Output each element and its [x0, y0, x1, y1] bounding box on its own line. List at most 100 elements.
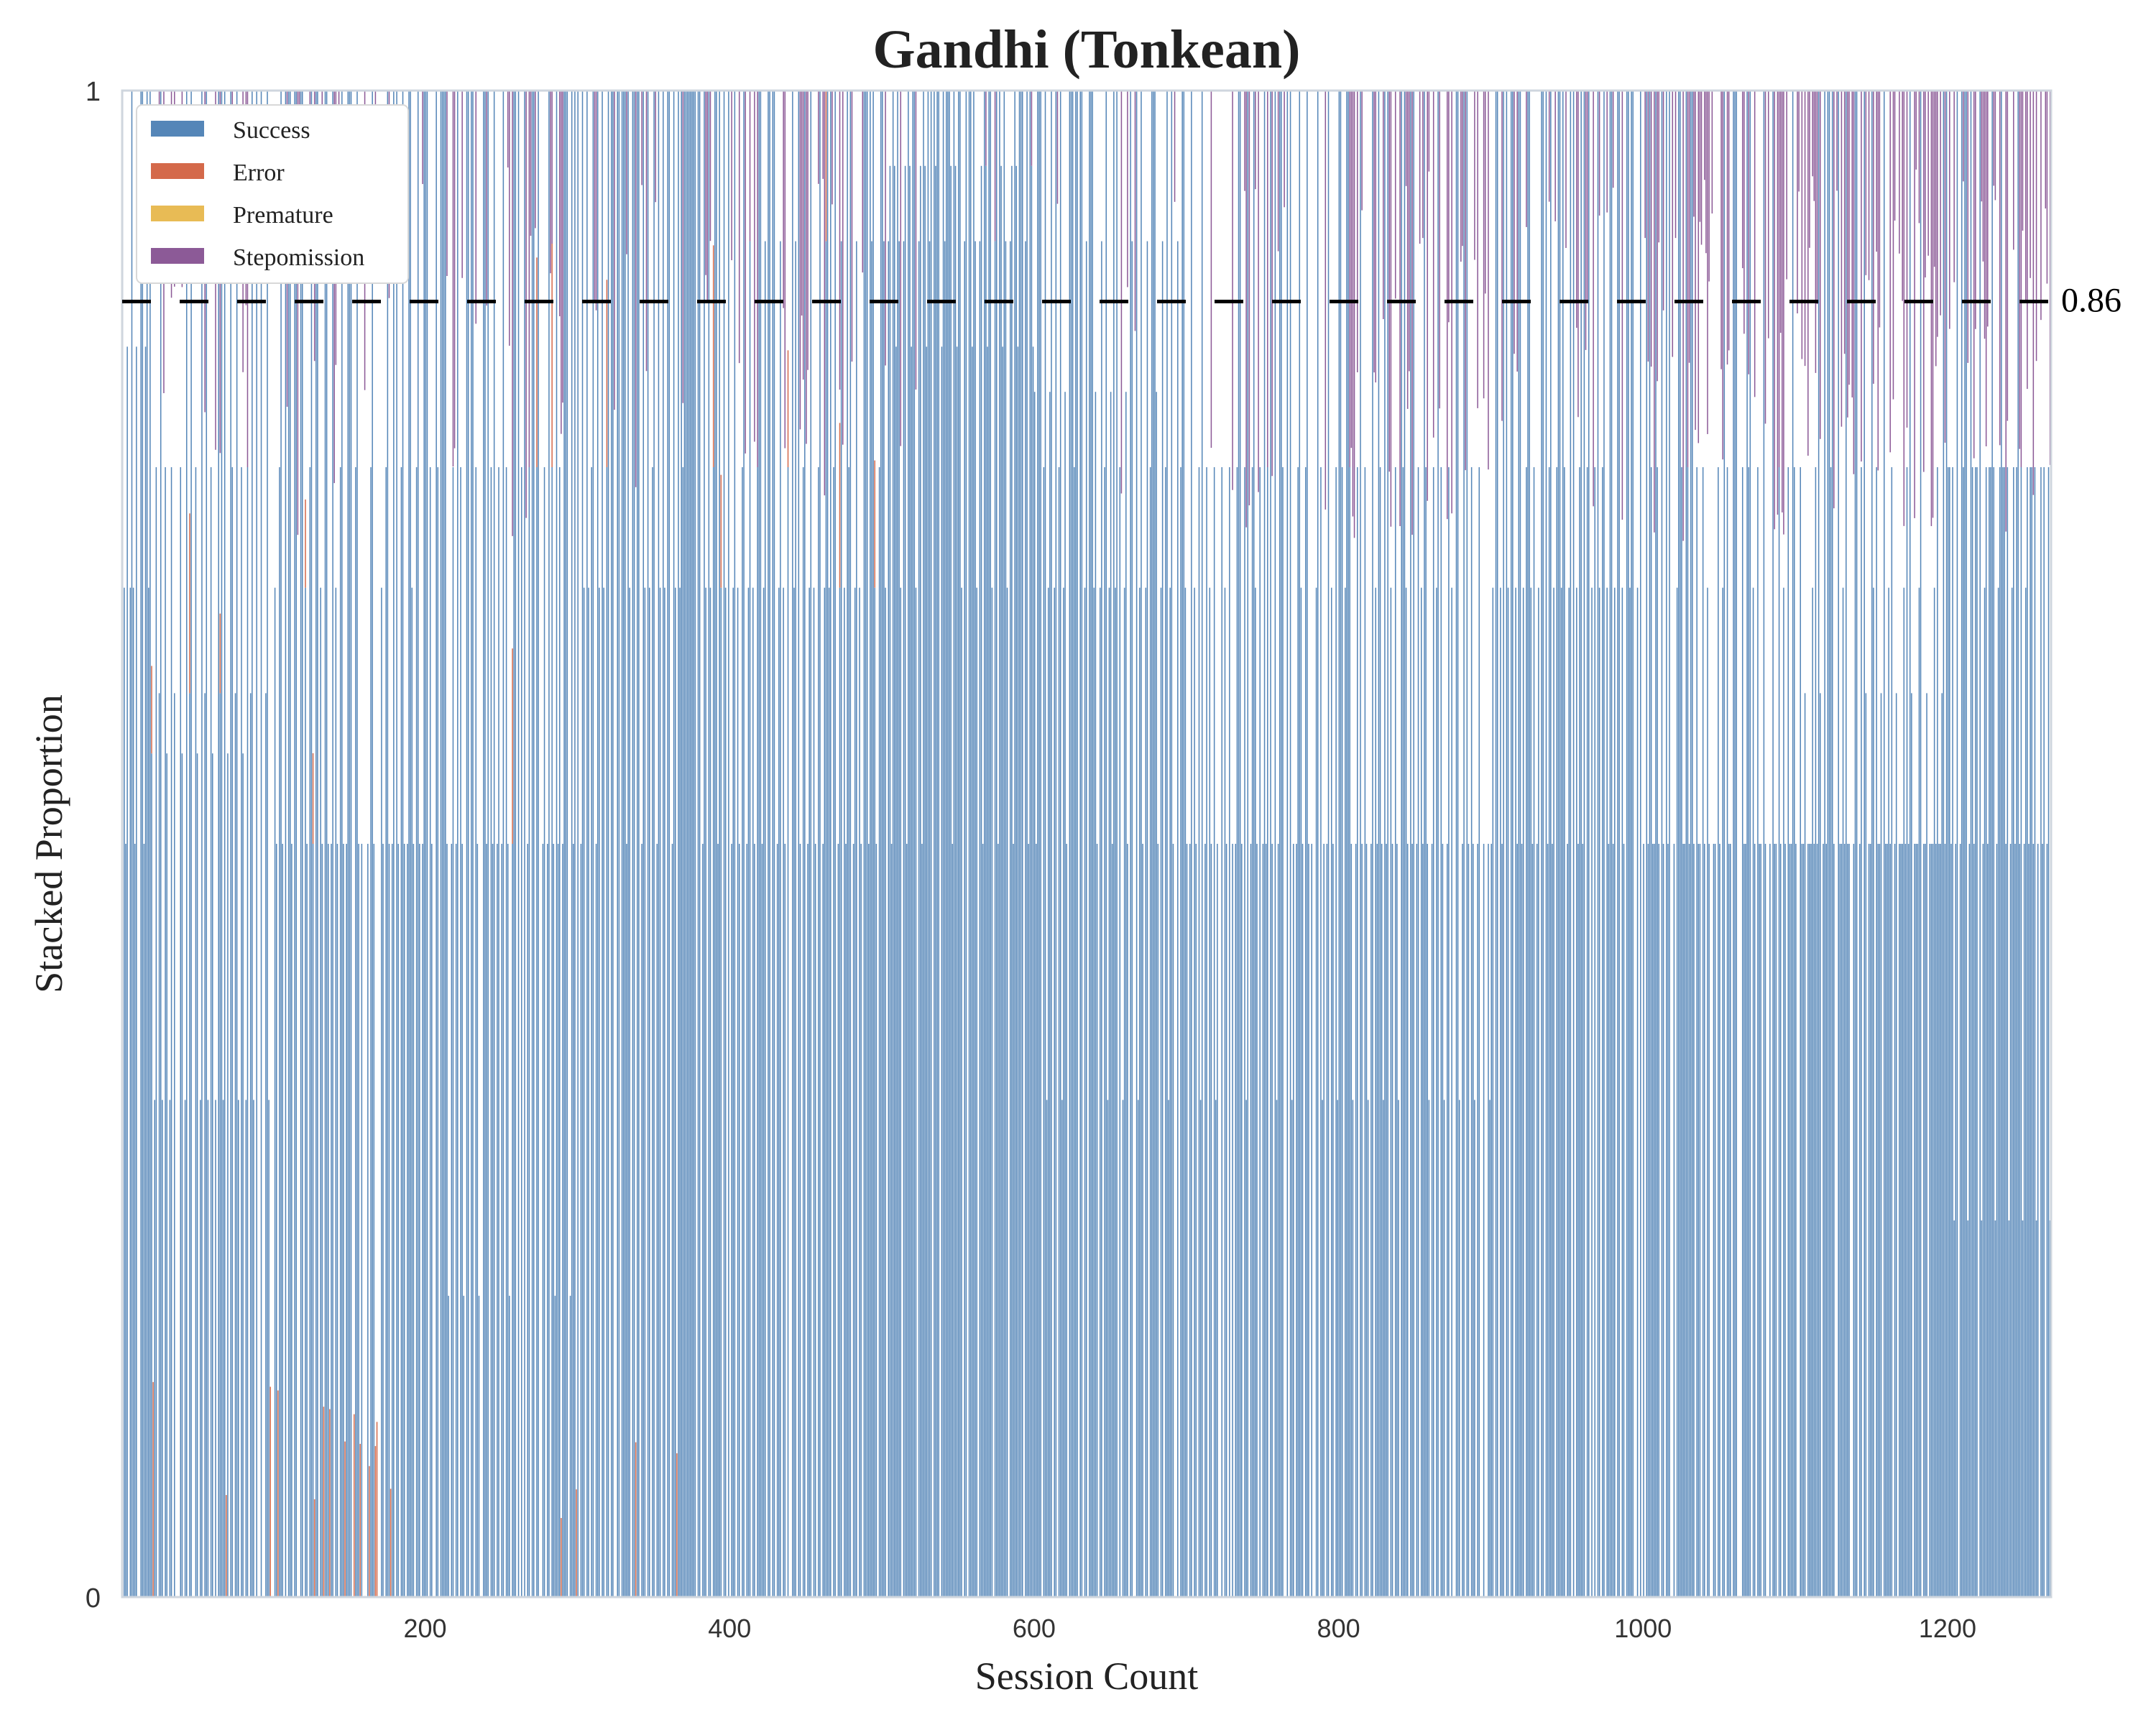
success-bar [1032, 346, 1034, 1597]
stepomission-bar [1933, 91, 1935, 267]
success-bar [1442, 844, 1444, 1597]
success-bar [1693, 844, 1695, 1597]
stepomission-bar [831, 91, 833, 205]
success-bar [310, 91, 313, 1597]
stepomission-bar [530, 91, 532, 236]
stepomission-bar [1484, 91, 1486, 294]
success-bar [667, 91, 668, 1597]
success-bar [731, 844, 732, 1597]
success-bar [818, 467, 819, 1597]
stepomission-bar [1999, 91, 2001, 446]
success-bar [1661, 91, 1663, 1597]
success-bar [617, 91, 618, 1597]
success-bar [719, 91, 720, 1597]
success-bar [1326, 844, 1328, 1597]
stepomission-bar [1778, 91, 1780, 467]
success-bar [1191, 91, 1192, 1597]
success-bar [673, 91, 675, 1597]
success-bar [834, 91, 836, 1597]
x-tick-label: 400 [708, 1614, 751, 1643]
success-bar [844, 587, 845, 1598]
success-bar [451, 844, 453, 1597]
success-bar [728, 91, 729, 1597]
success-bar [1752, 587, 1754, 1598]
success-bar [1020, 91, 1022, 1597]
stepomission-bar [486, 91, 487, 306]
success-bar [1135, 91, 1138, 1597]
success-bar [2016, 467, 2017, 1597]
success-bar [1448, 467, 1450, 1597]
stepomission-bar [645, 91, 648, 372]
success-bar [1455, 91, 1457, 1597]
success-bar [566, 91, 568, 1597]
stepomission-bar [1695, 91, 1696, 431]
success-bar [126, 346, 128, 1597]
success-bar [723, 91, 725, 1597]
success-bar [1040, 91, 1041, 1597]
success-bar [1526, 467, 1527, 1597]
success-bar [1993, 467, 1995, 1597]
success-bar [1985, 467, 1987, 1597]
success-bar [1772, 91, 1774, 1597]
success-bar [309, 467, 311, 1597]
stepomission-bar [1399, 91, 1401, 526]
success-bar [1064, 392, 1066, 1598]
success-bar [1424, 91, 1425, 1597]
success-bar [1696, 467, 1697, 1597]
success-bar [897, 91, 898, 1597]
success-bar [1518, 91, 1520, 1597]
success-bar [1842, 587, 1844, 1598]
success-bar [1743, 844, 1745, 1597]
success-bar [196, 753, 198, 1597]
success-bar [985, 165, 987, 1597]
error-bar [313, 1499, 315, 1597]
success-bar [502, 91, 505, 1597]
success-bar [1447, 844, 1448, 1597]
success-bar [1723, 91, 1726, 1597]
stepomission-bar [1672, 91, 1674, 357]
success-bar [154, 1100, 156, 1597]
success-bar [870, 91, 871, 1597]
success-bar [1204, 844, 1206, 1597]
success-bar [724, 587, 727, 1598]
success-bar [1370, 844, 1372, 1597]
success-bar [493, 91, 495, 1597]
success-bar [709, 587, 711, 1598]
success-bar [1902, 844, 1903, 1597]
success-bar [1918, 587, 1920, 1598]
success-bar [410, 91, 411, 1597]
success-bar [1763, 91, 1765, 1597]
success-bar [207, 1100, 209, 1597]
success-bar [1036, 844, 1037, 1597]
stepomission-bar [1720, 91, 1722, 369]
success-bar [674, 587, 676, 1598]
success-bar [1900, 844, 1902, 1597]
success-bar [1262, 844, 1264, 1597]
success-bar [224, 91, 226, 1597]
stepomission-bar [1375, 91, 1376, 383]
success-bar [1327, 91, 1330, 1597]
error-bar [839, 423, 841, 588]
success-bar [339, 467, 341, 1597]
success-bar [125, 844, 126, 1597]
success-bar [1014, 91, 1015, 1597]
error-bar [151, 666, 152, 754]
success-bar [1391, 844, 1393, 1597]
success-bar [1626, 91, 1628, 1597]
success-bar [702, 844, 704, 1597]
success-bar [1037, 91, 1038, 1597]
stepomission-bar [550, 91, 551, 274]
success-bar [331, 844, 332, 1597]
stepomission-bar [1255, 91, 1256, 190]
success-bar [752, 587, 754, 1598]
success-bar [1141, 91, 1142, 1597]
success-bar [301, 91, 303, 1597]
stepomission-bar [1465, 91, 1466, 471]
success-bar [1166, 91, 1168, 1597]
success-bar [900, 587, 902, 1598]
stepomission-bar [1728, 91, 1730, 351]
success-bar [988, 91, 990, 1597]
stepomission-bar [818, 91, 819, 184]
stepomission-bar [1812, 91, 1813, 177]
success-bar [872, 91, 874, 1597]
